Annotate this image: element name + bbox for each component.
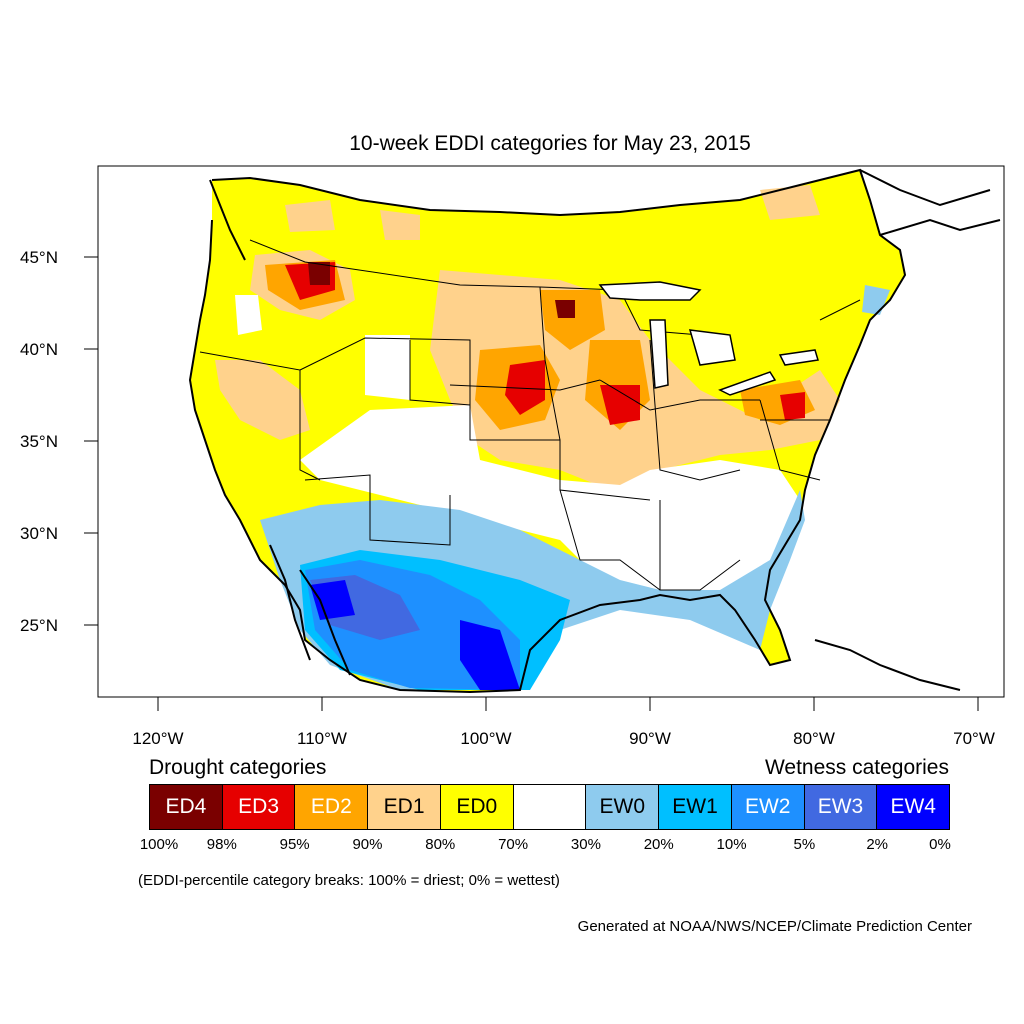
category-legend: ED4 ED3 ED2 ED1 ED0 EW0 EW1 EW2 EW3 EW4 <box>149 784 950 830</box>
legend-swatch-ew1: EW1 <box>659 785 732 829</box>
ew4-areas <box>310 580 520 690</box>
percentile-label: 98% <box>206 836 237 853</box>
state-borders <box>199 239 861 591</box>
lon-label: 120°W <box>132 729 183 748</box>
lon-label: 80°W <box>793 729 835 748</box>
percentile-label: 90% <box>352 836 383 853</box>
legend-swatch-ed1: ED1 <box>368 785 441 829</box>
percentile-label: 70% <box>498 836 529 853</box>
lon-label: 90°W <box>629 729 671 748</box>
percentile-label: 30% <box>570 836 601 853</box>
map-frame <box>97 165 1005 698</box>
lat-label: 30°N <box>20 524 58 543</box>
percentile-label: 95% <box>279 836 310 853</box>
percentile-label: 80% <box>425 836 456 853</box>
normal-areas <box>235 295 800 590</box>
lat-label: 25°N <box>20 616 58 635</box>
lon-label: 70°W <box>953 729 995 748</box>
percentile-label: 20% <box>643 836 674 853</box>
legend-swatch-normal <box>513 785 587 829</box>
lat-label: 45°N <box>20 248 58 267</box>
map-title: 10-week EDDI categories for May 23, 2015 <box>349 132 751 155</box>
great-lakes <box>598 281 819 396</box>
legend-swatch-ew2: EW2 <box>731 785 805 829</box>
legend-swatch-ew3: EW3 <box>804 785 878 829</box>
lat-axis: 45°N 40°N 35°N 30°N 25°N <box>20 248 98 635</box>
legend-swatch-ew0: EW0 <box>586 785 660 829</box>
mexico-coast <box>269 544 351 676</box>
legend-swatch-ed0: ED0 <box>440 785 514 829</box>
ne-wet-spot <box>862 285 890 315</box>
percentile-label: 2% <box>866 836 889 853</box>
category-note: (EDDI-percentile category breaks: 100% =… <box>138 872 560 889</box>
percentile-label: 100% <box>139 836 179 853</box>
drought-categories-title: Drought categories <box>149 756 327 779</box>
canada-coast <box>209 169 1001 261</box>
coastline <box>188 168 907 694</box>
percentile-label: 5% <box>793 836 816 853</box>
legend-swatch-ed2: ED2 <box>295 785 369 829</box>
wetness-categories-title: Wetness categories <box>764 756 949 779</box>
ed4-areas <box>308 262 575 318</box>
lat-label: 35°N <box>20 432 58 451</box>
percentile-label: 10% <box>716 836 747 853</box>
legend-swatch-ed4: ED4 <box>150 785 223 829</box>
legend-swatch-ew4: EW4 <box>877 785 950 829</box>
eddi-map: 45°N 40°N 35°N 30°N 25°N 120°W 110°W 100… <box>20 165 1005 748</box>
lon-label: 100°W <box>460 729 511 748</box>
credit-text: Generated at NOAA/NWS/NCEP/Climate Predi… <box>577 918 972 935</box>
lat-label: 40°N <box>20 340 58 359</box>
lon-axis: 120°W 110°W 100°W 90°W 80°W 70°W <box>132 697 995 748</box>
percentile-label: 0% <box>929 836 951 853</box>
lon-label: 110°W <box>297 729 347 748</box>
legend-swatch-ed3: ED3 <box>222 785 296 829</box>
map-content <box>188 168 1001 694</box>
caribbean-coast <box>814 639 961 691</box>
